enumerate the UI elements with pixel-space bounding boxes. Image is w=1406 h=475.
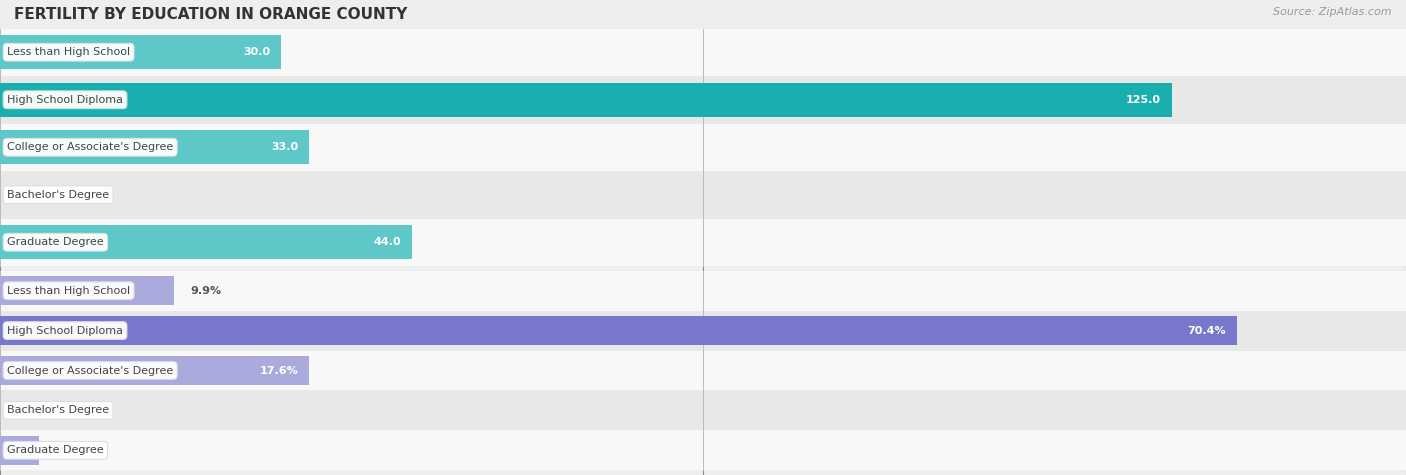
Text: High School Diploma: High School Diploma	[7, 325, 124, 336]
Bar	[0, 218, 1406, 266]
Text: College or Associate's Degree: College or Associate's Degree	[7, 142, 173, 152]
Text: 30.0: 30.0	[243, 47, 270, 57]
Text: Graduate Degree: Graduate Degree	[7, 237, 104, 247]
Bar	[0, 83, 1171, 117]
Bar	[0, 311, 1406, 351]
Bar	[0, 35, 281, 69]
Text: FERTILITY BY EDUCATION IN ORANGE COUNTY: FERTILITY BY EDUCATION IN ORANGE COUNTY	[14, 7, 408, 22]
Text: 0.0: 0.0	[17, 190, 37, 200]
Text: 17.6%: 17.6%	[259, 365, 298, 376]
Bar	[0, 436, 39, 465]
Text: Bachelor's Degree: Bachelor's Degree	[7, 190, 110, 200]
Bar	[0, 76, 1406, 124]
Text: Bachelor's Degree: Bachelor's Degree	[7, 405, 110, 416]
Bar	[0, 271, 1406, 311]
Text: 2.2%: 2.2%	[56, 445, 86, 456]
Bar	[0, 390, 1406, 430]
Bar	[0, 316, 1237, 345]
Text: 33.0: 33.0	[271, 142, 298, 152]
Text: College or Associate's Degree: College or Associate's Degree	[7, 365, 173, 376]
Bar	[0, 430, 1406, 470]
Text: 0.0%: 0.0%	[17, 405, 48, 416]
Text: 44.0: 44.0	[374, 237, 401, 247]
Bar	[0, 28, 1406, 76]
Bar	[0, 124, 1406, 171]
Text: 125.0: 125.0	[1125, 95, 1160, 105]
Bar	[0, 171, 1406, 218]
Text: Graduate Degree: Graduate Degree	[7, 445, 104, 456]
Text: Source: ZipAtlas.com: Source: ZipAtlas.com	[1274, 7, 1392, 17]
Bar	[0, 351, 1406, 390]
Bar	[0, 356, 309, 385]
Bar	[0, 276, 174, 305]
Bar	[0, 225, 412, 259]
Text: Less than High School: Less than High School	[7, 47, 131, 57]
Text: Less than High School: Less than High School	[7, 285, 131, 296]
Text: 70.4%: 70.4%	[1188, 325, 1226, 336]
Text: High School Diploma: High School Diploma	[7, 95, 124, 105]
Bar	[0, 130, 309, 164]
Text: 9.9%: 9.9%	[191, 285, 222, 296]
